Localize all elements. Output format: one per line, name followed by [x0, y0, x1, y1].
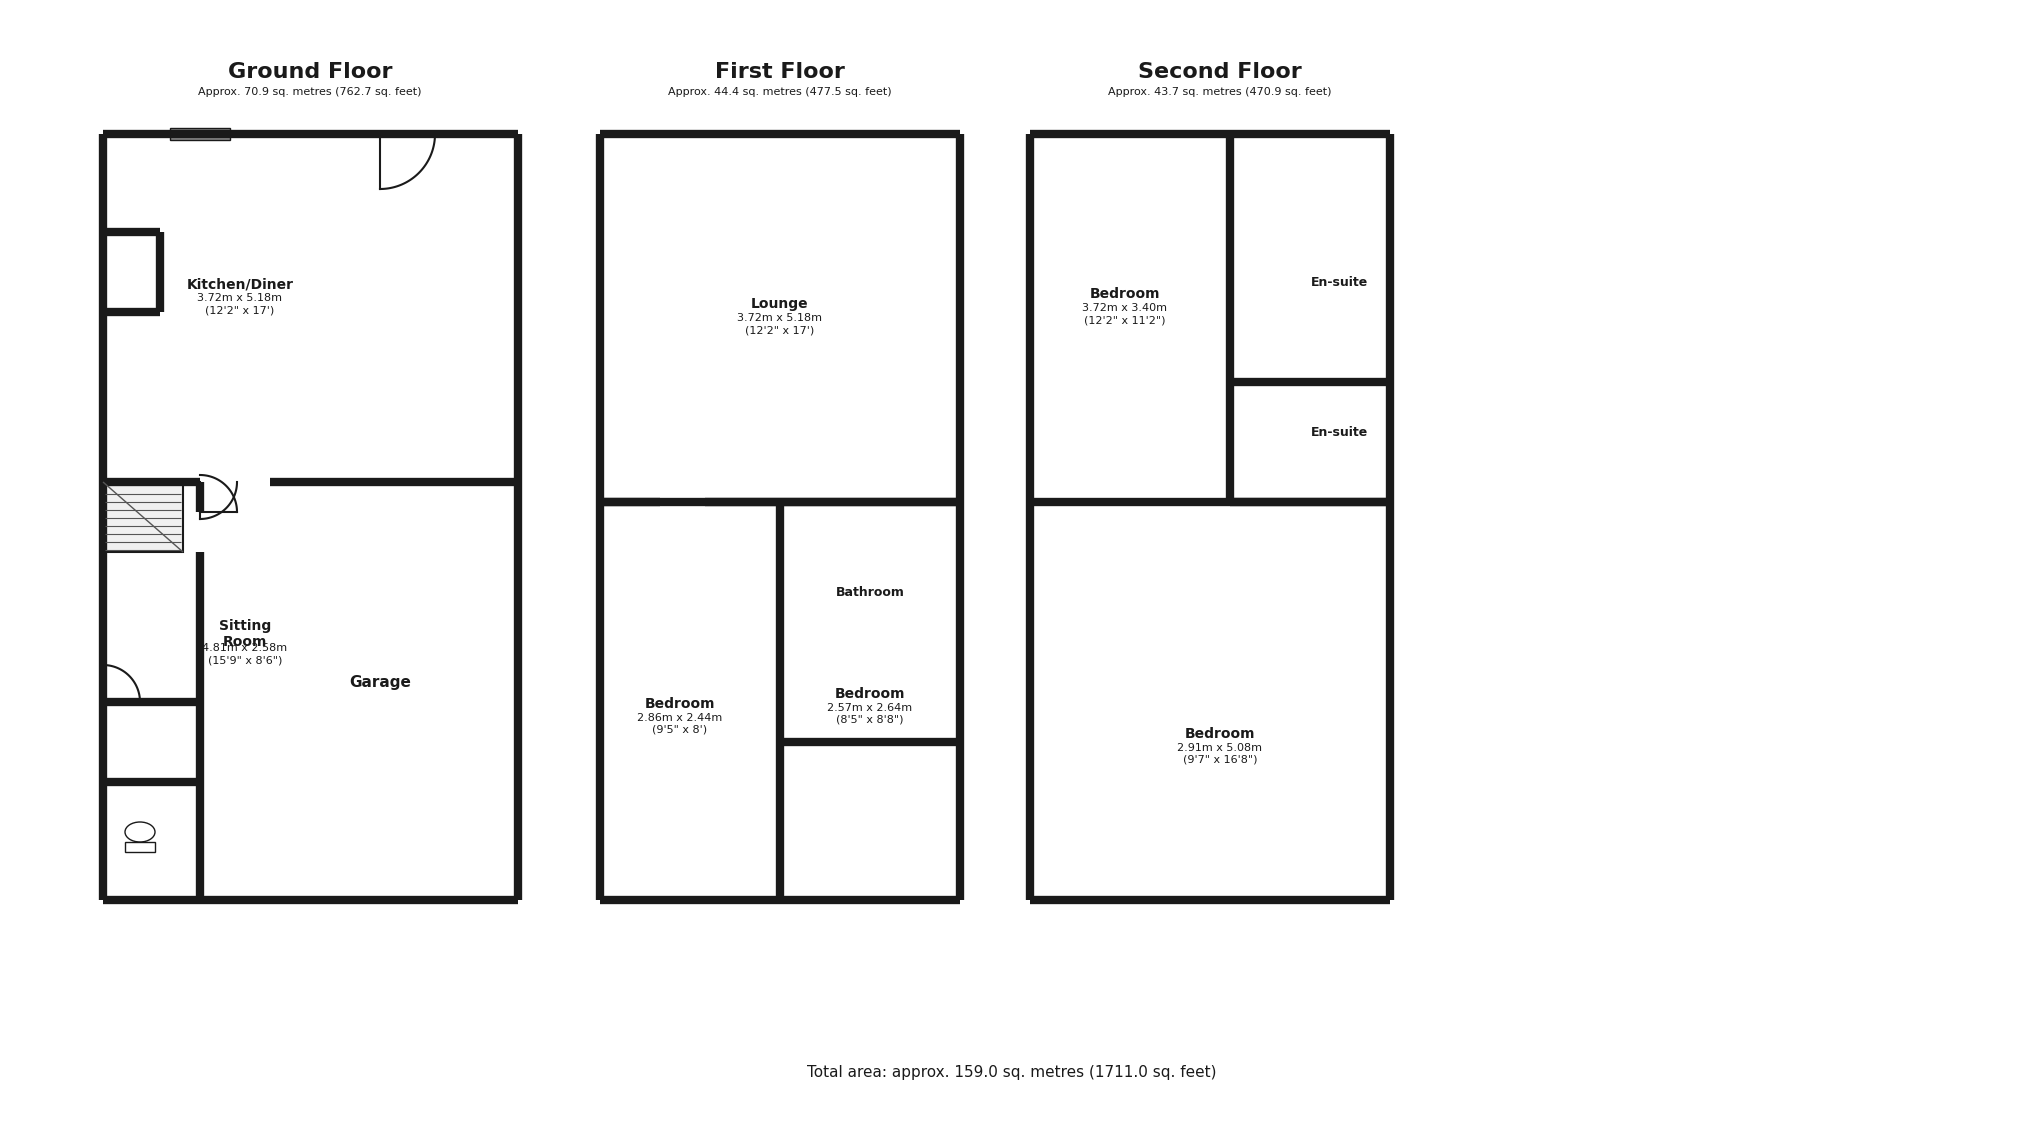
Text: (12'2" x 11'2"): (12'2" x 11'2") — [1084, 315, 1165, 325]
Text: Approx. 70.9 sq. metres (762.7 sq. feet): Approx. 70.9 sq. metres (762.7 sq. feet) — [198, 87, 421, 97]
Text: 3.72m x 5.18m: 3.72m x 5.18m — [198, 293, 283, 303]
Text: (15'9" x 8'6"): (15'9" x 8'6") — [208, 655, 281, 664]
Text: 2.57m x 2.64m: 2.57m x 2.64m — [827, 703, 912, 713]
Text: Approx. 44.4 sq. metres (477.5 sq. feet): Approx. 44.4 sq. metres (477.5 sq. feet) — [668, 87, 892, 97]
Ellipse shape — [125, 822, 156, 842]
Text: (9'5" x 8'): (9'5" x 8') — [651, 724, 708, 735]
Text: Second Floor: Second Floor — [1137, 62, 1301, 82]
Text: Kitchen/Diner: Kitchen/Diner — [186, 277, 293, 291]
Text: 4.81m x 2.58m: 4.81m x 2.58m — [202, 643, 287, 653]
Text: En-suite: En-suite — [1311, 275, 1368, 289]
Text: (8'5" x 8'8"): (8'5" x 8'8") — [835, 715, 904, 724]
Bar — [103, 482, 182, 552]
Text: 2.86m x 2.44m: 2.86m x 2.44m — [637, 713, 722, 723]
Text: Sitting
Room: Sitting Room — [218, 619, 271, 649]
Text: Lounge: Lounge — [751, 297, 809, 311]
Text: Total area: approx. 159.0 sq. metres (1711.0 sq. feet): Total area: approx. 159.0 sq. metres (17… — [807, 1064, 1216, 1080]
Text: 3.72m x 5.18m: 3.72m x 5.18m — [736, 314, 821, 323]
Text: Bathroom: Bathroom — [835, 585, 904, 599]
Text: 3.72m x 3.40m: 3.72m x 3.40m — [1082, 303, 1167, 314]
Text: Bedroom: Bedroom — [1183, 727, 1254, 741]
Bar — [125, 842, 156, 852]
Text: Garage: Garage — [348, 675, 411, 689]
Text: En-suite: En-suite — [1311, 426, 1368, 438]
Text: First Floor: First Floor — [714, 62, 844, 82]
Text: 2.91m x 5.08m: 2.91m x 5.08m — [1177, 743, 1262, 753]
Bar — [170, 128, 231, 140]
Text: (9'7" x 16'8"): (9'7" x 16'8") — [1181, 755, 1256, 765]
Text: Bedroom: Bedroom — [645, 697, 714, 711]
Text: Ground Floor: Ground Floor — [229, 62, 392, 82]
Text: (12'2" x 17'): (12'2" x 17') — [204, 305, 275, 315]
Text: Bedroom: Bedroom — [1088, 288, 1159, 301]
Text: Approx. 43.7 sq. metres (470.9 sq. feet): Approx. 43.7 sq. metres (470.9 sq. feet) — [1109, 87, 1331, 97]
Text: (12'2" x 17'): (12'2" x 17') — [744, 325, 813, 335]
Text: Bedroom: Bedroom — [833, 687, 904, 701]
